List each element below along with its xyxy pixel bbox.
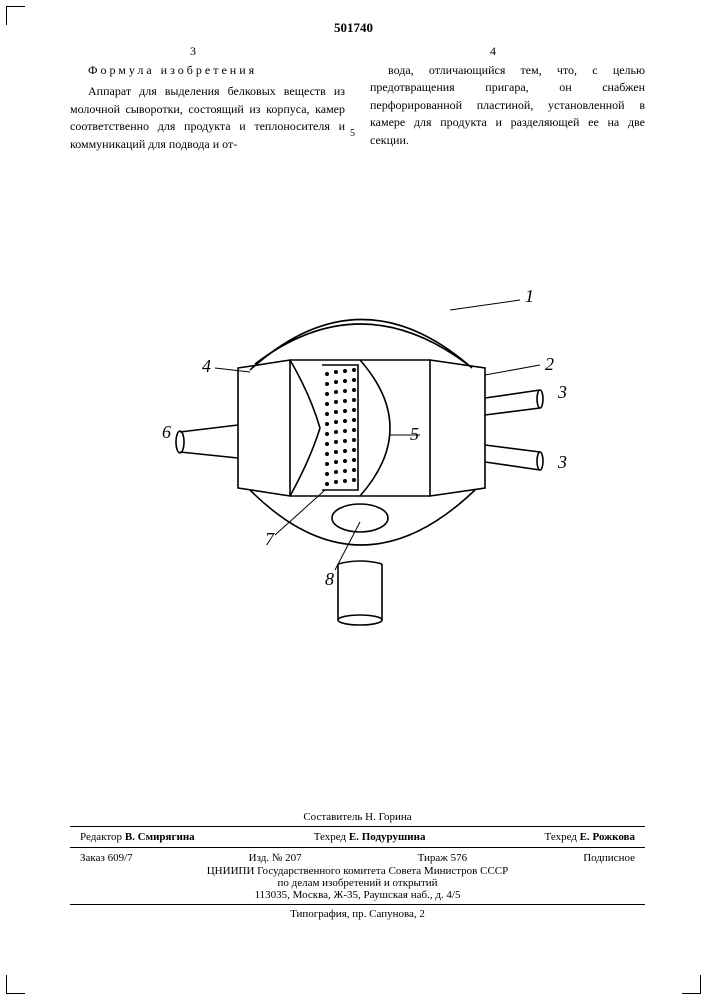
svg-text:1: 1 xyxy=(525,286,534,306)
svg-text:7: 7 xyxy=(265,529,275,549)
org-line-1: ЦНИИПИ Государственного комитета Совета … xyxy=(70,865,645,877)
body-right: вода, отличающийся тем, что, с целью пре… xyxy=(370,62,645,149)
claim-text-left: Формула изобретения Аппарат для выделени… xyxy=(70,62,345,153)
crop-mark-tl xyxy=(6,6,25,25)
credits-row: Редактор В. Смирягина Техред Е. Подуруши… xyxy=(70,830,645,844)
address-line: 113035, Москва, Ж-35, Раушская наб., д. … xyxy=(70,889,645,901)
line-marker-5: 5 xyxy=(350,128,355,139)
compiler-line: Составитель Н. Горина xyxy=(70,811,645,823)
svg-text:5: 5 xyxy=(410,424,419,444)
claim-text-right: вода, отличающийся тем, что, с целью пре… xyxy=(370,62,645,149)
svg-text:4: 4 xyxy=(202,356,211,376)
print-row: Заказ 609/7 Изд. № 207 Тираж 576 Подписн… xyxy=(70,851,645,865)
column-number-left: 3 xyxy=(190,44,196,59)
body-left: Аппарат для выделения белковых веществ и… xyxy=(70,83,345,153)
column-number-right: 4 xyxy=(490,44,496,59)
crop-mark-br xyxy=(682,975,701,994)
crop-mark-bl xyxy=(6,975,25,994)
svg-text:3: 3 xyxy=(557,452,567,472)
svg-text:3: 3 xyxy=(557,382,567,402)
svg-text:8: 8 xyxy=(325,569,334,589)
colophon: Составитель Н. Горина Редактор В. Смиряг… xyxy=(70,811,645,920)
svg-text:2: 2 xyxy=(545,354,554,374)
org-line-2: по делам изобретений и открытий xyxy=(70,877,645,889)
apparatus-diagram: 1 2 3 3 4 5 6 7 8 xyxy=(120,260,600,660)
formula-heading: Формула изобретения xyxy=(70,62,345,79)
typography-line: Типография, пр. Сапунова, 2 xyxy=(70,908,645,920)
svg-text:6: 6 xyxy=(162,422,171,442)
document-number: 501740 xyxy=(334,20,373,36)
